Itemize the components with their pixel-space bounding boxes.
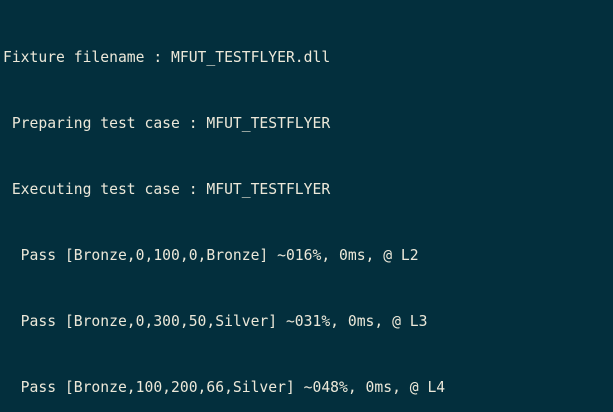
log-line-pass: Pass [Bronze,0,300,50,Silver] ~031%, 0ms… [3, 313, 428, 330]
log-line-pass: Pass [Bronze,0,100,0,Bronze] ~016%, 0ms,… [3, 247, 419, 264]
log-line: Fixture filename : MFUT_TESTFLYER.dll [3, 49, 331, 66]
log-line-pass: Pass [Bronze,100,200,66,Silver] ~048%, 0… [3, 379, 446, 396]
log-line: Executing test case : MFUT_TESTFLYER [3, 181, 331, 198]
log-line: Preparing test case : MFUT_TESTFLYER [3, 115, 331, 132]
